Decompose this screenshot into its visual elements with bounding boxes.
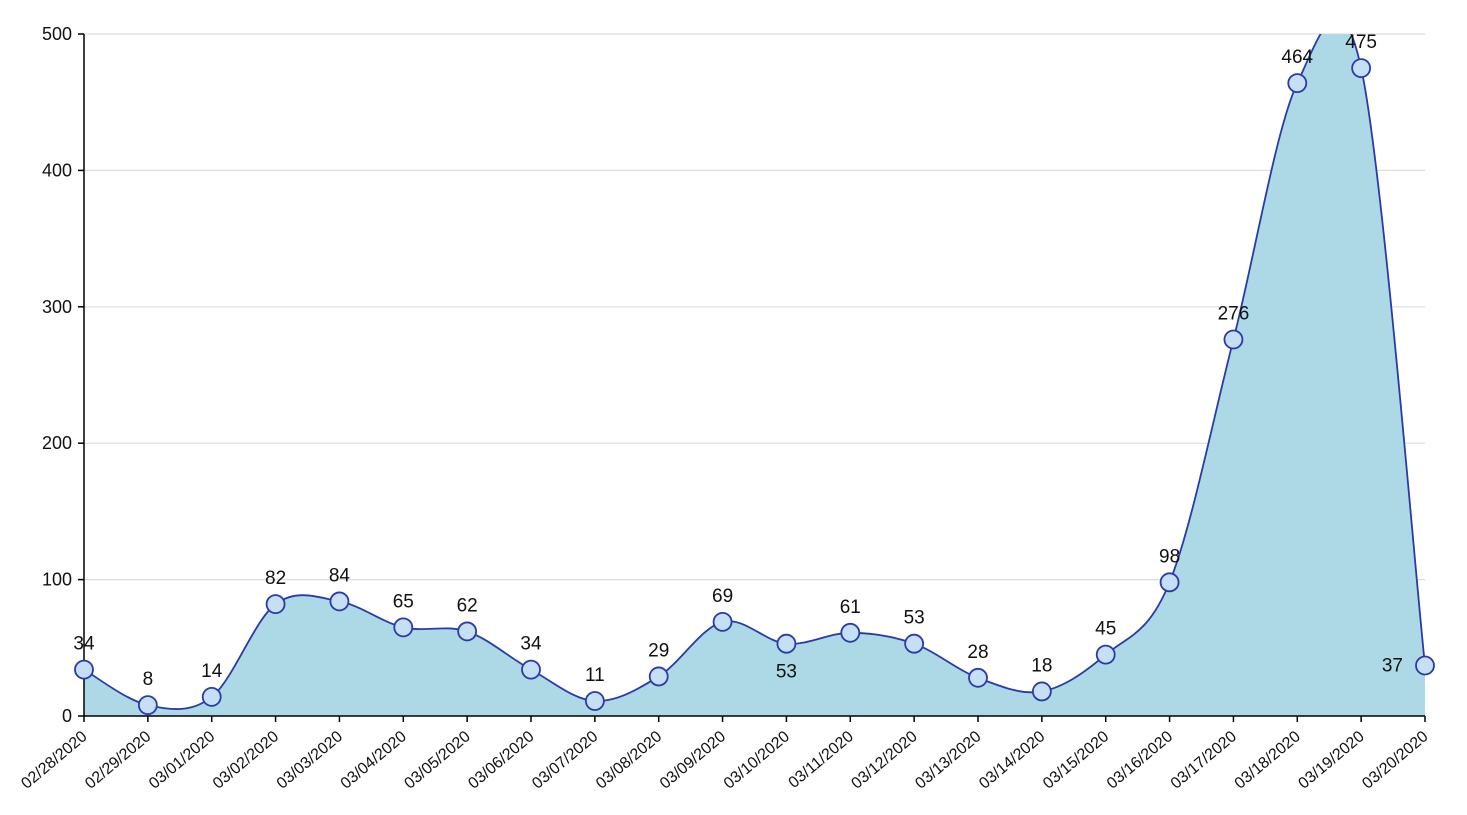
y-tick-label: 400 [42,160,72,180]
data-label: 28 [967,642,988,663]
y-tick-label: 500 [42,24,72,44]
data-point [840,622,861,643]
data-label: 14 [201,661,223,682]
x-tick-label: 03/04/2020 [338,728,410,793]
x-tick-label: 03/18/2020 [1232,728,1304,793]
data-label: 45 [1095,619,1116,640]
x-tick-label: 03/14/2020 [976,728,1048,793]
x-tick-label: 03/08/2020 [593,728,665,793]
y-axis-ticks: 0 100 200 300 400 500 [42,24,84,726]
data-label: 84 [329,565,351,586]
x-tick-label: 03/11/2020 [785,728,856,792]
data-point [329,591,350,612]
x-axis-ticks: 02/28/202002/29/202003/01/202003/02/2020… [18,716,1432,793]
data-point [1031,681,1052,702]
data-label: 98 [1159,546,1180,567]
data-point [584,691,605,711]
data-point [1223,329,1244,350]
y-tick-label: 300 [42,297,72,317]
data-point [393,617,414,638]
y-tick-label: 200 [42,433,72,453]
data-point [74,659,94,680]
x-tick-label: 03/16/2020 [1104,728,1176,793]
data-point [1287,73,1308,94]
x-tick-label: 03/01/2020 [146,728,218,793]
data-label: 276 [1218,304,1250,325]
data-label: 34 [73,634,95,655]
x-tick-label: 03/03/2020 [274,728,346,793]
data-point [776,633,797,654]
x-tick-label: 03/10/2020 [721,728,793,793]
data-labels: 34 8 14 82 84 65 62 34 11 29 69 53 61 53 28 18 45 98 276 46… [73,32,1403,690]
x-tick-label: 02/29/2020 [82,728,154,793]
data-point [1351,58,1372,78]
data-point [457,621,478,642]
data-label: 464 [1281,47,1313,68]
x-tick-label: 03/07/2020 [529,728,601,793]
x-tick-label: 03/09/2020 [657,728,729,793]
x-tick-label: 03/20/2020 [1359,728,1431,793]
data-label: 37 [1382,656,1403,677]
data-label: 29 [648,640,669,661]
data-point [521,659,541,680]
x-tick-label: 03/12/2020 [848,728,920,793]
x-tick-label: 03/05/2020 [401,728,473,793]
data-label: 62 [457,595,478,616]
data-label: 82 [265,568,286,589]
data-label: 34 [520,634,542,655]
x-tick-label: 03/15/2020 [1040,728,1112,793]
data-label: 53 [904,608,925,629]
data-point [1159,572,1180,593]
y-tick-label: 100 [42,570,72,590]
data-label: 475 [1345,32,1377,53]
data-label: 69 [712,586,733,607]
data-label: 8 [143,669,154,690]
x-tick-label: 03/02/2020 [210,728,282,793]
data-label: 53 [776,662,797,683]
x-tick-label: 03/13/2020 [912,728,984,793]
x-tick-label: 03/17/2020 [1168,728,1240,793]
data-points [74,58,1435,715]
x-tick-label: 03/19/2020 [1295,728,1367,793]
data-point [1415,655,1435,676]
axes [83,34,1425,717]
data-point [904,633,925,654]
data-point [968,667,988,688]
data-label: 18 [1031,655,1052,676]
data-point [265,594,286,615]
y-tick-label: 0 [62,706,72,726]
data-point [712,611,733,632]
data-point [137,695,158,715]
x-tick-label: 02/28/2020 [18,728,90,793]
x-tick-label: 03/06/2020 [465,728,537,793]
data-point [201,687,222,707]
data-point [1095,644,1116,665]
series-area [84,34,1425,716]
data-label: 11 [585,665,605,686]
data-point [648,666,669,687]
data-label: 65 [393,591,414,612]
data-label: 61 [840,597,861,618]
